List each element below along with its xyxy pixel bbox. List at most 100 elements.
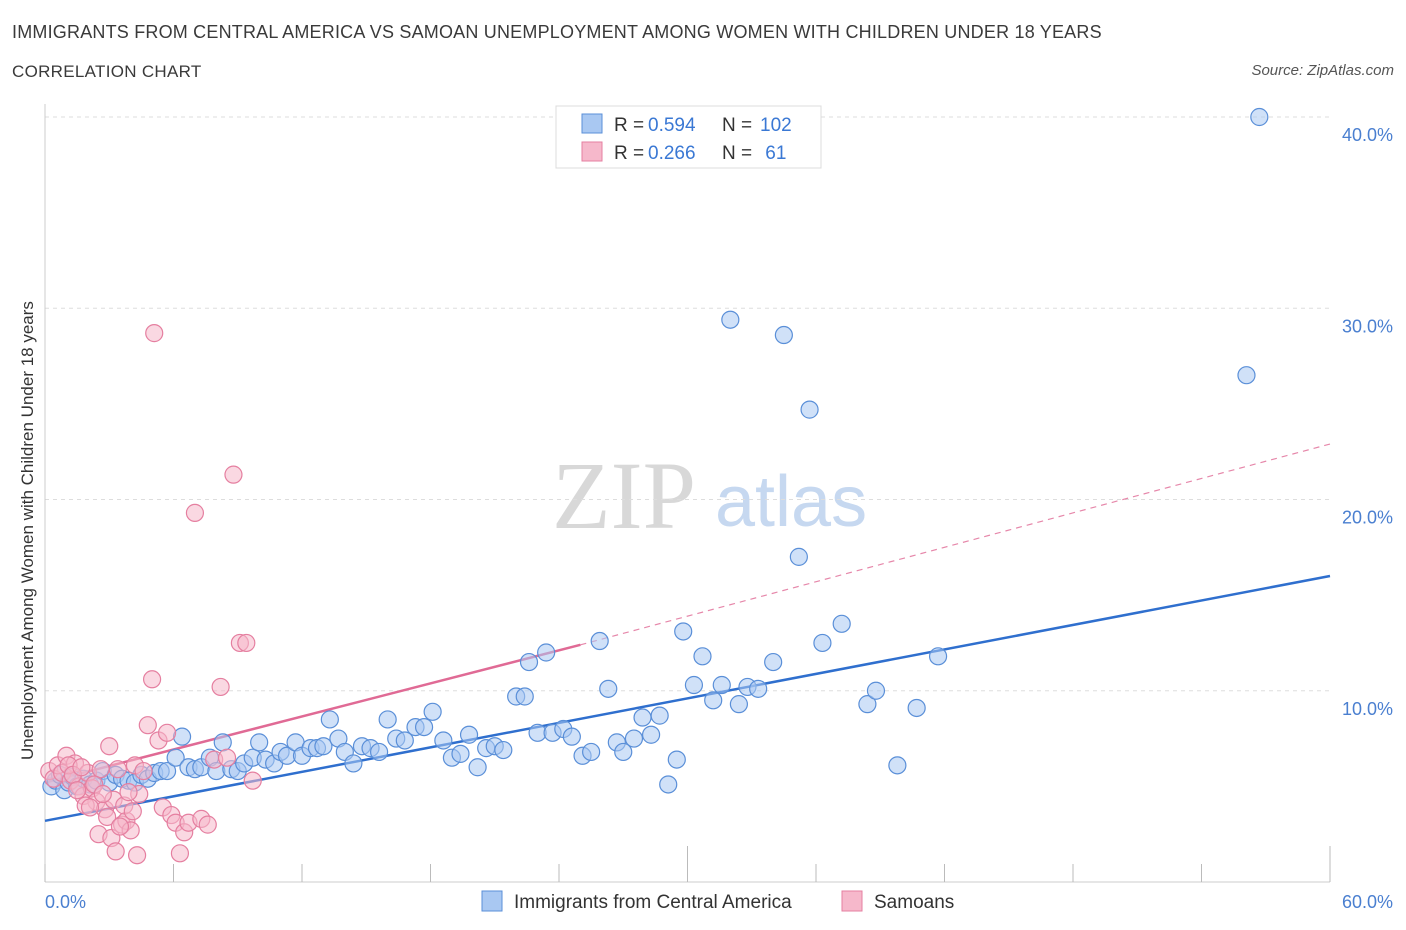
legend-n-label-1: N = xyxy=(722,115,752,136)
point-central-america xyxy=(344,754,363,773)
legend-r-value-2: 0.266 xyxy=(648,143,696,164)
point-central-america xyxy=(1237,366,1256,385)
top-legend: R = 0.594 N = 102 R = 0.266 N = 61 xyxy=(555,105,822,169)
point-central-america xyxy=(599,679,618,698)
point-central-america xyxy=(633,708,652,727)
x-tick-label: 0.0% xyxy=(45,892,86,912)
y-tick-label: 30.0% xyxy=(1342,316,1393,336)
grid-lines xyxy=(45,116,1330,692)
point-central-america xyxy=(414,717,434,737)
point-central-america xyxy=(650,706,669,725)
point-samoans xyxy=(138,716,157,735)
point-central-america xyxy=(370,742,389,762)
point-samoans xyxy=(72,758,91,777)
point-samoans xyxy=(80,798,100,817)
y-tick-label: 40.0% xyxy=(1342,125,1393,145)
point-central-america xyxy=(515,687,534,706)
point-central-america xyxy=(888,756,907,775)
data-points xyxy=(40,107,1269,865)
chart-title: IMMIGRANTS FROM CENTRAL AMERICA VS SAMOA… xyxy=(12,22,1102,42)
y-tick-label: 10.0% xyxy=(1342,699,1393,719)
point-central-america xyxy=(320,710,339,729)
legend-r-label-1: R = xyxy=(614,115,644,136)
point-samoans xyxy=(185,503,205,522)
point-central-america xyxy=(764,652,783,672)
point-central-america xyxy=(314,737,333,756)
point-central-america xyxy=(451,744,470,763)
point-central-america xyxy=(684,675,704,695)
legend-swatch-pink xyxy=(581,141,603,162)
point-samoans xyxy=(198,815,217,834)
legend-n-value-1: 102 xyxy=(760,115,792,136)
point-samoans xyxy=(142,670,162,689)
point-samoans xyxy=(134,761,153,781)
point-central-america xyxy=(459,725,479,744)
point-central-america xyxy=(562,727,581,746)
point-samoans xyxy=(119,783,138,802)
point-samoans xyxy=(100,737,119,756)
bottom-legend-swatch-pink xyxy=(841,890,863,912)
legend-swatch-blue xyxy=(581,113,603,134)
point-central-america xyxy=(590,631,609,651)
point-samoans xyxy=(93,784,112,804)
point-central-america xyxy=(172,727,192,746)
point-central-america xyxy=(614,742,633,762)
tick-labels: 10.0% 20.0% 30.0% 40.0% 0.0% 60.0% xyxy=(45,125,1393,912)
point-central-america xyxy=(693,647,712,666)
point-central-america xyxy=(659,775,678,794)
point-samoans xyxy=(170,844,190,863)
bottom-legend-swatch-blue xyxy=(481,890,503,912)
point-central-america xyxy=(423,702,442,721)
point-samoans xyxy=(68,781,87,800)
point-central-america xyxy=(213,733,232,752)
watermark-atlas: atlas xyxy=(715,462,867,542)
trend-line-central-america xyxy=(44,574,1331,823)
point-central-america xyxy=(721,310,740,329)
point-central-america xyxy=(166,748,185,767)
point-samoans xyxy=(145,324,164,343)
point-central-america xyxy=(157,761,177,781)
point-central-america xyxy=(1250,107,1269,127)
point-central-america xyxy=(858,695,877,714)
point-samoans xyxy=(211,677,230,697)
point-samoans xyxy=(123,802,142,821)
point-samoans xyxy=(243,771,262,790)
point-central-america xyxy=(774,325,793,345)
point-central-america xyxy=(749,679,768,698)
point-central-america xyxy=(468,758,487,777)
point-central-america xyxy=(729,695,749,714)
point-samoans xyxy=(237,633,256,653)
point-samoans xyxy=(98,807,117,827)
legend-r-value-1: 0.594 xyxy=(648,115,696,136)
bottom-legend: Immigrants from Central America Samoans xyxy=(481,890,954,913)
trend-line-samoans-dashed xyxy=(580,443,1331,646)
point-central-america xyxy=(789,547,808,566)
point-samoans xyxy=(91,760,110,779)
point-central-america xyxy=(582,742,601,762)
point-central-america xyxy=(250,733,269,752)
point-central-america xyxy=(378,710,397,729)
point-central-america xyxy=(928,647,948,666)
axes xyxy=(44,104,1331,883)
watermark-zip: ZIP xyxy=(552,442,696,549)
chart-subtitle: CORRELATION CHART xyxy=(12,62,202,81)
point-central-america xyxy=(832,614,851,633)
point-samoans xyxy=(224,465,243,484)
point-samoans xyxy=(106,842,125,861)
point-samoans xyxy=(108,760,127,779)
bottom-legend-label-1: Immigrants from Central America xyxy=(514,892,792,913)
point-central-america xyxy=(537,643,556,662)
point-central-america xyxy=(624,729,644,748)
point-samoans xyxy=(217,748,237,767)
legend-r-label-2: R = xyxy=(614,143,644,164)
point-central-america xyxy=(519,652,539,672)
point-samoans xyxy=(110,817,130,836)
point-central-america xyxy=(667,750,686,769)
legend-n-value-2: 61 xyxy=(760,143,786,164)
point-central-america xyxy=(434,731,453,750)
y-tick-label: 20.0% xyxy=(1342,508,1393,528)
point-samoans xyxy=(127,846,147,865)
point-samoans xyxy=(157,723,177,742)
point-central-america xyxy=(641,725,661,744)
